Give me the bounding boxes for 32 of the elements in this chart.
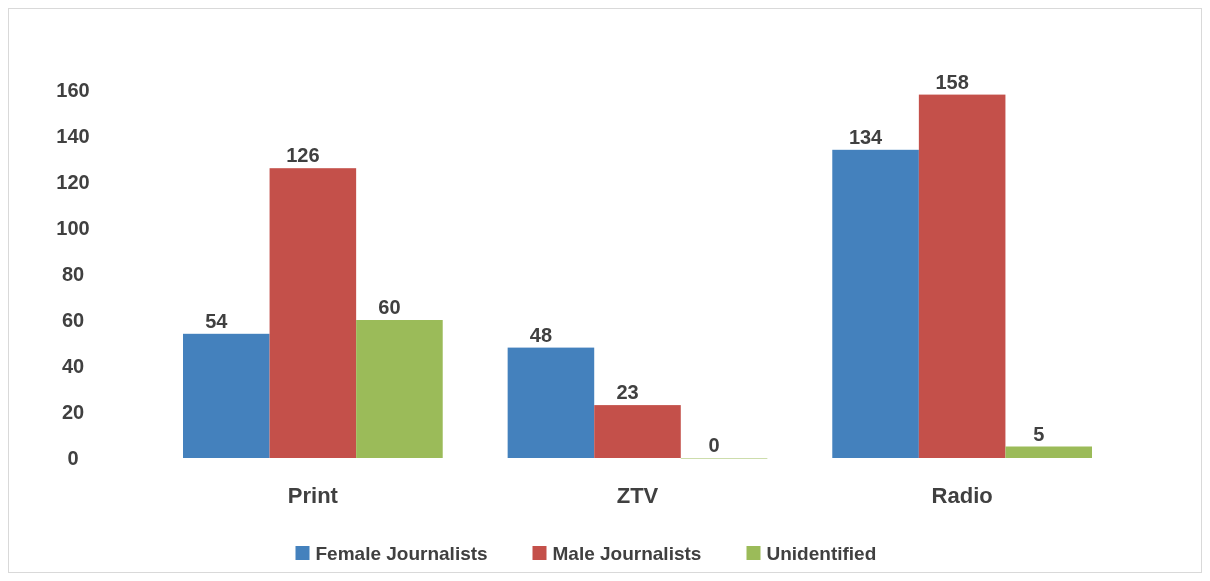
y-tick-label: 60 [61, 309, 85, 331]
data-label: 60 [378, 296, 401, 318]
x-tick-label: Print [287, 483, 339, 508]
bar [832, 149, 919, 458]
bar [269, 168, 357, 458]
legend-label: Female Journalists [315, 542, 488, 564]
legend-label: Male Journalists [552, 542, 702, 564]
bar [1005, 446, 1092, 458]
y-tick-label: 120 [56, 171, 90, 193]
x-tick-label: Radio [931, 483, 993, 508]
bar [183, 333, 270, 458]
data-label: 48 [529, 323, 553, 346]
x-tick-label: ZTV [616, 483, 659, 508]
y-tick-label: 100 [56, 217, 90, 239]
bar [594, 405, 681, 458]
data-label: 23 [616, 381, 639, 404]
data-label: 158 [935, 70, 969, 93]
y-tick-label: 0 [67, 447, 79, 469]
y-tick-label: 40 [61, 355, 85, 377]
data-label: 126 [286, 144, 320, 167]
data-label: 134 [848, 125, 884, 148]
data-label: 54 [205, 309, 229, 332]
y-tick-label: 140 [56, 125, 90, 147]
bar [356, 320, 443, 458]
y-tick-label: 20 [61, 401, 85, 423]
legend-label: Unidentified [766, 542, 877, 564]
data-label: 5 [1033, 422, 1045, 445]
y-tick-label: 160 [56, 79, 90, 101]
data-label: 0 [708, 434, 720, 456]
bar [507, 347, 595, 458]
bar [918, 94, 1006, 458]
y-tick-label: 80 [61, 263, 85, 285]
